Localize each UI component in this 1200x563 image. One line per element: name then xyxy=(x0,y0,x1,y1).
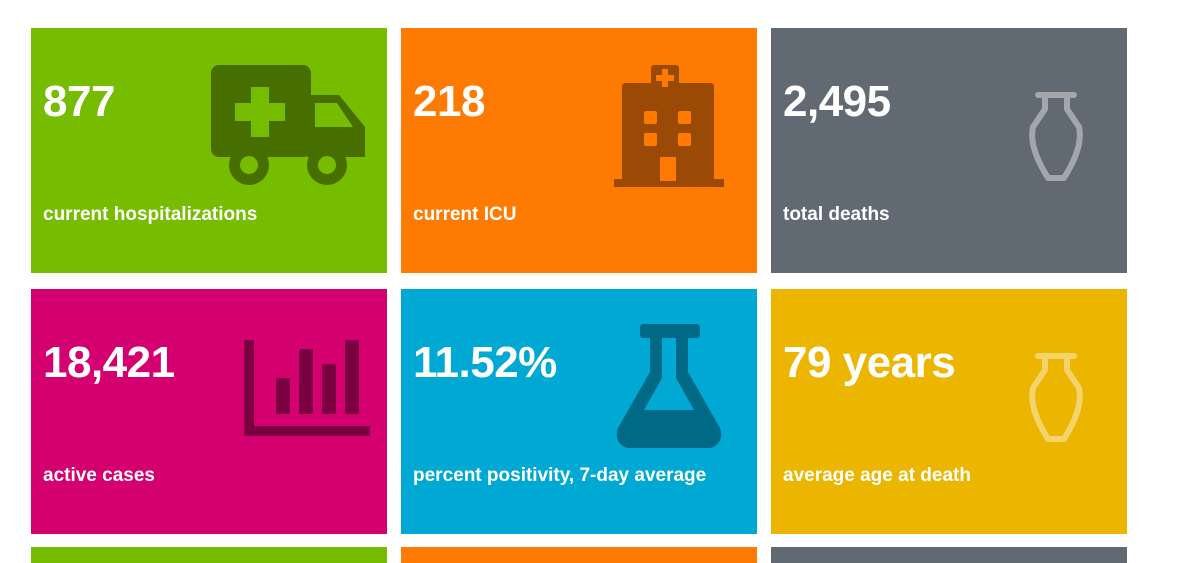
stat-tile-percent-positivity: 11.52% percent positivity, 7-day average xyxy=(401,289,757,534)
stats-grid: 877 current hospitalizations 218 current… xyxy=(31,28,1127,534)
stat-label: average age at death xyxy=(783,465,971,486)
hospital-icon xyxy=(614,65,724,189)
stat-value: 2,495 xyxy=(783,77,891,126)
stat-label: active cases xyxy=(43,465,155,486)
stat-value: 18,421 xyxy=(43,338,175,387)
urn-icon xyxy=(1024,352,1088,444)
stat-tile-total-deaths: 2,495 total deaths xyxy=(771,28,1127,273)
stat-value: 79 years xyxy=(783,338,956,387)
bar-chart-icon xyxy=(244,340,370,436)
stat-tile-current-hospitalizations: 877 current hospitalizations xyxy=(31,28,387,273)
stat-tile-partial xyxy=(771,547,1127,563)
stat-value: 218 xyxy=(413,77,485,126)
stat-tile-active-cases: 18,421 active cases xyxy=(31,289,387,534)
urn-icon xyxy=(1024,91,1088,183)
stat-tile-current-icu: 218 current ICU xyxy=(401,28,757,273)
ambulance-icon xyxy=(211,65,367,187)
stat-tile-partial xyxy=(401,547,757,563)
stat-value: 877 xyxy=(43,77,115,126)
stat-label: current ICU xyxy=(413,204,517,225)
stat-label: total deaths xyxy=(783,204,890,225)
stat-tile-average-age-at-death: 79 years average age at death xyxy=(771,289,1127,534)
stat-tile-partial xyxy=(31,547,387,563)
flask-icon xyxy=(614,324,724,450)
stat-label: percent positivity, 7-day average xyxy=(413,465,707,486)
stat-label: current hospitalizations xyxy=(43,204,258,225)
stat-value: 11.52% xyxy=(413,338,557,387)
